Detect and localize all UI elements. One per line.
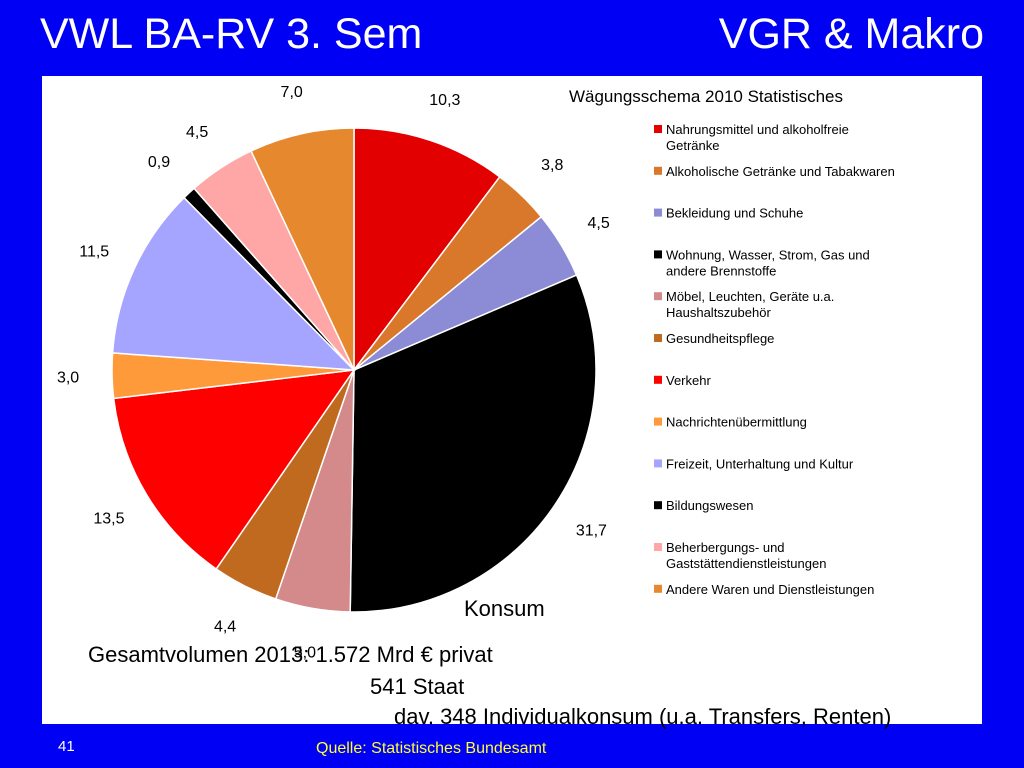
legend-label: Alkoholische Getränke und Tabakwaren xyxy=(666,164,895,179)
source-note: Quelle: Statistisches Bundesamt xyxy=(316,740,547,757)
pie-slice-wohnung-wasser-strom-gas-und-andere-brennstoffe xyxy=(349,274,597,613)
pie-value-label: 4,5 xyxy=(588,215,610,232)
pie-value-label: 7,0 xyxy=(281,84,303,101)
legend-label: Beherbergungs- und xyxy=(666,540,785,555)
pie-value-label: 3,0 xyxy=(57,370,79,387)
pie-value-label: 4,5 xyxy=(186,124,208,141)
pie-value-label: 0,9 xyxy=(148,154,170,171)
chart-title: Wägungsschema 2010 Statistisches xyxy=(569,87,843,106)
legend-swatch xyxy=(654,375,662,384)
pie-value-label: 11,5 xyxy=(79,243,109,260)
legend-swatch xyxy=(654,584,662,593)
pie-value-label: 31,7 xyxy=(576,522,607,539)
pie-value-labels: 10,3 3,8 4,5 31,7 5,0 4,4 13,5 3,0 11,5 0,9 4,5 7,0 xyxy=(57,84,610,662)
pie-slice-nahrungsmittel-und-alkoholfreie-getr-nke xyxy=(353,127,501,373)
legend-label: Andere Waren und Dienstleistungen xyxy=(666,582,874,597)
pie-value-label: 5,0 xyxy=(294,645,316,662)
legend-swatch xyxy=(654,543,662,551)
legend-label: Bildungswesen xyxy=(666,498,753,513)
slide-title: VWL BA-RV 3. Sem xyxy=(40,10,423,58)
legend-label: Gesundheitspflege xyxy=(666,331,774,346)
legend-label: andere Brennstoffe xyxy=(666,263,776,278)
individual-consumption-note: dav. 348 Individualkonsum (u.a. Transfer… xyxy=(394,704,892,729)
legend-label: Nahrungsmittel und alkoholfreie xyxy=(666,122,849,137)
legend-swatch xyxy=(654,334,662,342)
legend-swatch xyxy=(654,166,662,175)
legend-swatch xyxy=(654,208,662,217)
chart-panel: 10,3 3,8 4,5 31,7 5,0 4,4 13,5 3,0 11,5 0,9 4,5 7,0… xyxy=(42,76,982,729)
legend-swatch xyxy=(654,125,662,133)
legend-swatch xyxy=(654,501,662,510)
legend-label: Wohnung, Wasser, Strom, Gas und xyxy=(666,247,870,262)
konsum-label: Konsum xyxy=(464,596,545,621)
pie-value-label: 4,4 xyxy=(214,618,236,635)
legend-swatch xyxy=(654,250,662,259)
total-volume-private: Gesamtvolumen 2013: 1.572 Mrd € privat xyxy=(88,642,493,667)
pie-value-label: 3,8 xyxy=(541,157,563,174)
legend-label: Bekleidung und Schuhe xyxy=(666,206,803,221)
legend-swatch xyxy=(654,417,662,426)
pie-value-label: 13,5 xyxy=(93,510,124,527)
pie-slice-verkehr xyxy=(112,369,356,570)
legend-label: Haushaltszubehör xyxy=(666,305,771,320)
pie-chart: 10,3 3,8 4,5 31,7 5,0 4,4 13,5 3,0 11,5 0,9 4,5 7,0… xyxy=(57,84,895,662)
total-volume-state: 541 Staat xyxy=(370,674,465,699)
legend-label: Verkehr xyxy=(666,373,711,388)
legend-label: Gaststättendienstleistungen xyxy=(666,556,826,571)
slide-number: 41 xyxy=(58,738,75,755)
legend-swatch xyxy=(654,459,662,468)
legend-label: Getränke xyxy=(666,138,719,153)
pie-slices xyxy=(111,127,597,613)
pie-slice-andere-waren-und-dienstleistungen xyxy=(250,127,355,371)
legend-label: Nachrichtenübermittlung xyxy=(666,415,807,430)
legend-label: Möbel, Leuchten, Geräte u.a. xyxy=(666,289,834,304)
pie-value-label: 10,3 xyxy=(429,92,460,109)
slide-subtitle: VGR & Makro xyxy=(718,10,984,58)
pie-slice-freizeit-unterhaltung-und-kultur xyxy=(111,196,356,371)
legend-label: Freizeit, Unterhaltung und Kultur xyxy=(666,456,854,471)
legend-swatch xyxy=(654,292,662,301)
